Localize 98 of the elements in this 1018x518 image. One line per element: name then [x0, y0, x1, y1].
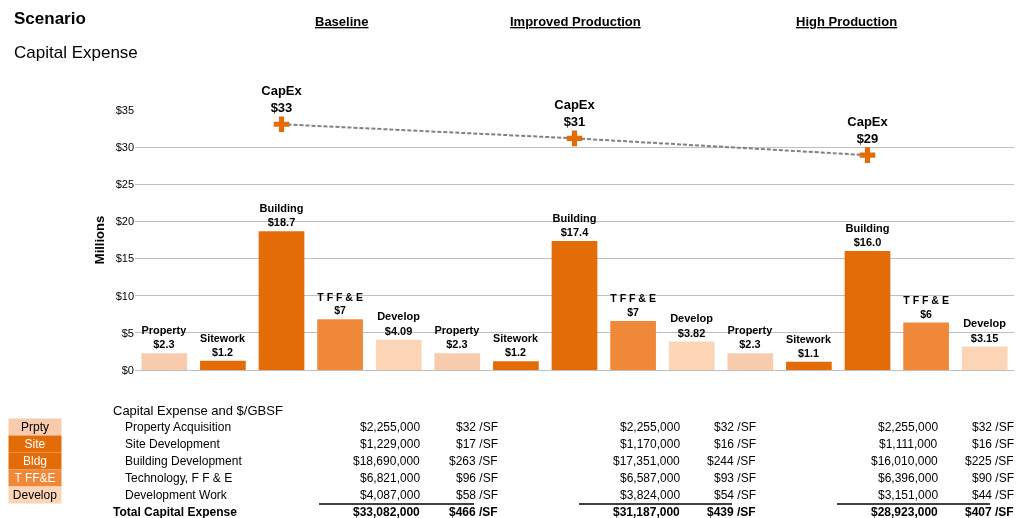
text: $3,824,000 — [620, 488, 681, 502]
data-label: Sitework $1.1 — [786, 332, 831, 359]
text: $32 /SF — [456, 420, 499, 434]
text: $16 /SF — [972, 437, 1015, 451]
text: $32 /SF — [714, 420, 757, 434]
bar — [200, 360, 246, 370]
y-tick-label: $30 — [115, 140, 134, 153]
data-label: T F F & E $6 — [903, 293, 949, 320]
data-label: CapEx $33 — [261, 82, 303, 115]
data-label: Develop $3.15 — [963, 317, 1007, 344]
data-label: Sitework $1.2 — [493, 332, 538, 359]
text: $2,255,000 — [878, 420, 939, 434]
data-label: Develop $3.82 — [670, 312, 714, 339]
bar — [727, 353, 774, 370]
text: $407 /SF — [965, 505, 1014, 518]
data-label: Building $17.4 — [552, 211, 597, 239]
bar — [786, 361, 832, 370]
text: $6,587,000 — [620, 471, 681, 485]
y-tick-label: $35 — [115, 103, 134, 116]
text: $1,111,000 — [879, 437, 938, 451]
text: $16,010,000 — [871, 454, 939, 468]
data-label: Sitework $1.2 — [200, 331, 245, 358]
data-label: T F F & E $7 — [610, 292, 656, 319]
data-label: CapEx $31 — [554, 97, 596, 129]
bar — [668, 341, 715, 370]
bar — [961, 346, 1008, 370]
bar — [317, 319, 363, 370]
data-label: Building $18.7 — [259, 201, 304, 229]
text: $93 /SF — [714, 471, 757, 485]
text: Prpty — [20, 420, 50, 434]
text: $6,396,000 — [878, 471, 939, 485]
point — [859, 147, 876, 163]
text: $2,255,000 — [360, 420, 421, 434]
text: $3,151,000 — [878, 488, 939, 502]
y-tick-label: $10 — [115, 289, 134, 302]
point — [273, 116, 290, 133]
data-label: CapEx $29 — [847, 113, 889, 146]
text: $439 /SF — [707, 505, 756, 518]
text: $466 /SF — [449, 505, 498, 518]
y-axis-title: Millions — [91, 215, 107, 265]
y-tick-label: $25 — [115, 178, 134, 191]
text: Baseline — [315, 14, 369, 29]
text: Development Work — [125, 488, 228, 502]
y-tick-label: $0 — [121, 363, 134, 376]
text: $32 /SF — [972, 420, 1015, 434]
text: $2,255,000 — [620, 420, 681, 434]
text: $31,187,000 — [613, 505, 681, 518]
y-tick-label: $20 — [115, 215, 134, 228]
text: $58 /SF — [456, 488, 499, 502]
text: High Production — [796, 14, 898, 29]
y-tick-label: $15 — [115, 252, 134, 265]
chart-subtitle: Capital Expense — [14, 43, 138, 62]
text: Technology, F F & E — [125, 471, 233, 485]
y-tick-label: $5 — [121, 326, 134, 339]
text: Capital Expense and $/GBSF — [113, 403, 283, 418]
text: $17,351,000 — [613, 454, 681, 468]
text: $17 /SF — [456, 437, 499, 451]
data-label: Develop $4.09 — [377, 310, 421, 337]
text: $1,170,000 — [620, 437, 681, 451]
bar — [844, 251, 891, 370]
text: $18,690,000 — [353, 454, 421, 468]
text: $44 /SF — [972, 488, 1015, 502]
data-label: Property $2.3 — [434, 324, 480, 351]
text: T FF&E — [14, 471, 56, 485]
bar — [258, 231, 305, 370]
text: Bldg — [22, 454, 48, 468]
text: $54 /SF — [714, 488, 757, 502]
text: Site — [24, 437, 46, 451]
text: $16 /SF — [714, 437, 757, 451]
text: Improved Production — [510, 14, 641, 29]
text: $28,923,000 — [871, 505, 939, 518]
text: $33,082,000 — [353, 505, 421, 518]
bar — [141, 353, 188, 370]
chart-title: Scenario — [14, 9, 86, 28]
data-label: T F F & E $7 — [317, 290, 363, 317]
text: Develop — [12, 488, 58, 502]
text: $6,821,000 — [360, 471, 421, 485]
bar — [610, 321, 656, 370]
text: $96 /SF — [456, 471, 499, 485]
bar — [434, 353, 481, 370]
data-label: Property $2.3 — [141, 324, 187, 351]
text: $225 /SF — [965, 454, 1014, 468]
data-label: Building $16.0 — [845, 221, 890, 249]
text: $90 /SF — [972, 471, 1015, 485]
text: $1,229,000 — [360, 437, 421, 451]
text: Total Capital Expense — [113, 505, 238, 518]
text: $263 /SF — [449, 454, 498, 468]
text: Building Development — [125, 454, 243, 468]
text: $244 /SF — [707, 454, 756, 468]
text: Property Acquisition — [125, 420, 232, 434]
bar — [903, 322, 949, 370]
bar — [493, 361, 539, 370]
text: Site Development — [125, 437, 221, 451]
bar — [375, 339, 422, 370]
data-label: Property $2.3 — [727, 324, 773, 351]
point — [566, 130, 583, 147]
bar — [551, 241, 598, 370]
text: $4,087,000 — [360, 488, 421, 502]
